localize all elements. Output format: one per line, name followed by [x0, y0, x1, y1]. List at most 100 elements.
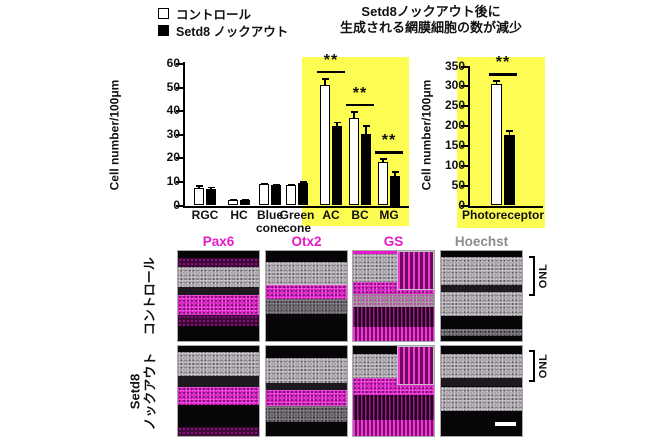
tissue-layer-band — [178, 352, 259, 376]
significance-stars-ac: ** — [323, 52, 339, 70]
legend-knockout-label: Setd8 ノックアウト — [176, 24, 289, 39]
category-label-green-cone: Green cone — [279, 208, 315, 235]
tissue-layer-band — [441, 346, 522, 355]
tissue-layer-band — [441, 315, 522, 330]
x-axis-line — [467, 205, 543, 208]
figure-title: Setd8ノックアウト後に 生成される網膜細胞の数が減少 — [326, 4, 536, 36]
tissue-layer-band — [441, 386, 522, 411]
error-bar — [336, 121, 338, 127]
significance-line-mg — [375, 151, 403, 154]
y-tick-label: 0 — [458, 197, 465, 212]
y-tick-label: 20 — [166, 150, 180, 165]
error-bar — [508, 130, 511, 135]
micrograph-control-hoechst — [440, 250, 523, 342]
tissue-layer-band — [178, 314, 259, 326]
error-bar — [324, 78, 326, 86]
tissue-layer-band — [353, 346, 434, 355]
right-chart-ylabel: Cell number/100μm — [419, 79, 433, 191]
significance-line-ac — [317, 71, 345, 74]
tissue-layer-band — [178, 325, 259, 341]
tissue-layer-band — [178, 387, 259, 406]
y-tick-label: 60 — [166, 55, 180, 70]
y-axis-tick — [176, 110, 183, 113]
tissue-layer-band — [266, 314, 347, 341]
tissue-layer-band — [178, 258, 259, 268]
bar-knockout-bc — [361, 133, 371, 206]
bar-knockout-blue-cone — [271, 184, 281, 206]
tissue-layer-band — [266, 406, 347, 423]
category-label-photoreceptor: Photoreceptor — [461, 208, 544, 222]
bar-knockout-photoreceptor — [504, 134, 515, 206]
category-label-mg: MG — [379, 208, 399, 222]
y-axis-tick — [461, 85, 468, 88]
tissue-layer-band — [266, 382, 347, 391]
tissue-layer-band — [266, 357, 347, 383]
bar-control-rgc — [194, 187, 204, 206]
error-bar-cap — [195, 185, 203, 188]
gs-inset-magnified — [397, 346, 434, 385]
tissue-layer-band — [441, 378, 522, 387]
x-axis-line — [182, 205, 409, 208]
y-axis-tick — [176, 180, 183, 183]
tissue-layer-band — [353, 294, 434, 307]
left-chart-ylabel: Cell number/100μm — [107, 79, 121, 191]
category-label-hc: HC — [230, 208, 248, 222]
error-bar-cap — [333, 121, 341, 124]
column-header-gs: GS — [383, 234, 404, 249]
tissue-layer-band — [178, 375, 259, 388]
y-axis-tick — [461, 144, 468, 147]
tissue-layer-band — [178, 251, 259, 259]
significance-stars-mg: ** — [381, 132, 397, 150]
tissue-layer-band — [441, 251, 522, 258]
scale-bar — [495, 422, 516, 426]
legend-item-control: コントロール — [158, 6, 252, 22]
y-tick-label: 350 — [444, 58, 465, 73]
y-axis-tick — [176, 204, 183, 207]
tissue-layer-band — [353, 326, 434, 341]
bar-control-green-cone — [286, 185, 296, 206]
significance-stars-bc: ** — [352, 85, 368, 103]
y-axis-tick — [461, 65, 468, 68]
onl-label-control: ONL — [537, 263, 550, 289]
column-header-pax6: Pax6 — [202, 234, 235, 249]
y-axis-tick — [176, 86, 183, 89]
onl-label-knockout-wrap: ONL — [536, 351, 551, 381]
error-bar — [394, 171, 396, 176]
tissue-layer-band — [353, 251, 434, 254]
tissue-layer-band — [353, 306, 434, 327]
error-bar — [365, 125, 367, 134]
y-axis-tick — [176, 62, 183, 65]
legend-item-knockout: Setd8 ノックアウト — [158, 23, 289, 39]
y-axis-tick — [176, 133, 183, 136]
error-bar — [382, 158, 384, 162]
error-bar-cap — [362, 125, 370, 127]
knockout-swatch-icon — [158, 24, 169, 36]
y-tick-label: 30 — [166, 126, 180, 141]
y-axis-tick — [461, 184, 468, 187]
left-chart-ylabel-wrap: Cell number/100μm — [102, 60, 126, 210]
error-bar-cap — [299, 181, 307, 184]
error-bar-cap — [241, 199, 249, 201]
bar-control-ac — [320, 85, 330, 206]
gs-inset-magnified — [397, 251, 434, 290]
category-label-blue-cone: Blue cone — [255, 208, 284, 235]
error-bar-cap — [493, 80, 500, 82]
row-label-knockout-line1: Setd8 — [127, 373, 143, 409]
bar-control-mg — [378, 161, 388, 206]
figure-title-line1: Setd8ノックアウト後に — [361, 4, 501, 19]
bar-knockout-rgc — [206, 188, 216, 206]
legend-control-label: コントロール — [176, 7, 252, 22]
row-label-control: コントロール — [141, 256, 157, 336]
bar-control-photoreceptor — [491, 84, 502, 206]
y-tick-label: 100 — [444, 157, 465, 172]
y-axis-line — [467, 66, 470, 208]
tissue-layer-band — [441, 285, 522, 293]
bar-knockout-ac — [332, 126, 342, 206]
micrograph-knockout-otx2 — [265, 345, 348, 437]
onl-label-control-wrap: ONL — [536, 258, 551, 294]
y-tick-label: 50 — [451, 177, 465, 192]
onl-label-knockout: ONL — [537, 353, 550, 379]
y-axis-tick — [461, 105, 468, 108]
tissue-layer-band — [178, 346, 259, 353]
